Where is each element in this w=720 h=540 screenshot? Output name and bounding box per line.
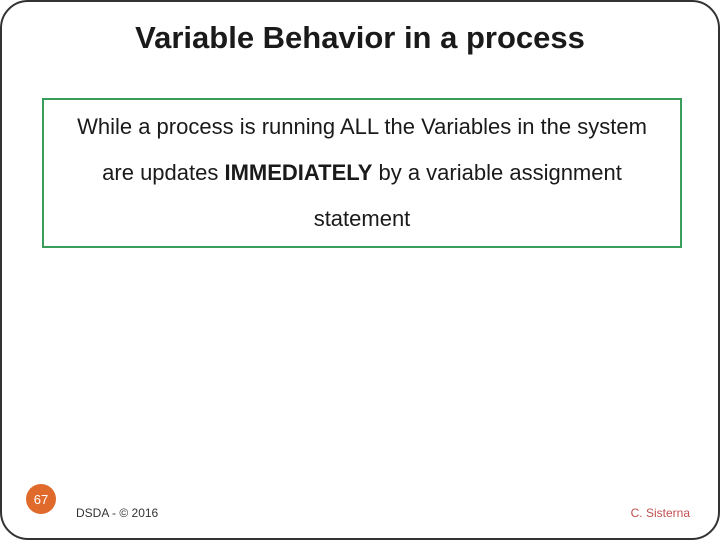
slide-frame: Variable Behavior in a process While a p… [0,0,720,540]
page-number: 67 [34,492,48,507]
content-text: While a process is running ALL the Varia… [60,104,664,243]
page-number-badge: 67 [26,484,56,514]
content-box: While a process is running ALL the Varia… [42,98,682,248]
footer-right: C. Sisterna [631,506,690,520]
content-text-bold: IMMEDIATELY [224,160,372,185]
footer-left: DSDA - © 2016 [76,506,158,520]
slide-title: Variable Behavior in a process [2,20,718,56]
